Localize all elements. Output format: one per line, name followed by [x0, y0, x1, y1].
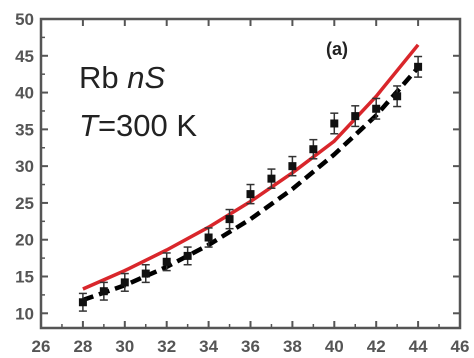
- x-tick-label: 42: [367, 337, 386, 356]
- data-point: [204, 227, 213, 248]
- square-marker: [99, 287, 108, 296]
- square-marker: [372, 104, 381, 113]
- data-point: [78, 292, 87, 312]
- x-tick-label: 44: [409, 337, 428, 356]
- data-point: [246, 183, 255, 205]
- square-marker: [183, 251, 192, 260]
- y-tick-label: 20: [15, 231, 34, 250]
- x-tick-label: 28: [73, 337, 92, 356]
- x-tick-label: 36: [241, 337, 260, 356]
- y-tick-label: 30: [15, 157, 34, 176]
- x-tick-label: 46: [451, 337, 470, 356]
- square-marker: [288, 162, 297, 171]
- data-point: [372, 97, 381, 120]
- tick-marks: [40, 18, 461, 328]
- x-tick-label: 34: [199, 337, 218, 356]
- y-tick-label: 40: [15, 84, 34, 103]
- y-tick-label: 50: [15, 10, 34, 29]
- square-marker: [78, 298, 87, 307]
- square-marker: [141, 269, 150, 278]
- data-point: [141, 263, 150, 284]
- x-tick-label: 32: [157, 337, 176, 356]
- y-tick-label: 45: [15, 47, 34, 66]
- data-point: [414, 55, 423, 78]
- data-point: [288, 155, 297, 177]
- x-tick-label: 38: [283, 337, 302, 356]
- x-tick-labels: 26 28 30 32 34 36 38 40 42 44 46: [32, 337, 470, 356]
- data-point: [351, 105, 360, 128]
- annotation-line2: T=300 K: [79, 108, 197, 143]
- x-tick-label: 40: [325, 337, 344, 356]
- data-point: [330, 112, 339, 135]
- data-point: [267, 168, 276, 189]
- square-marker: [162, 257, 171, 266]
- square-marker: [351, 112, 360, 121]
- square-marker: [225, 215, 234, 224]
- data-point: [225, 208, 234, 230]
- square-marker: [120, 278, 129, 287]
- square-marker: [246, 190, 255, 199]
- x-tick-label: 30: [115, 337, 134, 356]
- square-marker: [330, 119, 339, 128]
- data-point: [162, 252, 171, 272]
- black-dashed-curve: [82, 66, 420, 303]
- square-marker: [414, 62, 423, 71]
- square-marker: [267, 174, 276, 183]
- square-marker: [309, 145, 318, 154]
- data-point: [183, 246, 192, 266]
- y-tick-labels: 10 15 20 25 30 35 40 45 50: [15, 10, 34, 323]
- y-tick-label: 15: [15, 268, 34, 287]
- x-tick-label: 26: [32, 337, 51, 356]
- panel-label: (a): [326, 39, 348, 59]
- y-tick-label: 10: [15, 304, 34, 323]
- data-point: [393, 85, 402, 108]
- data-point: [99, 281, 108, 301]
- y-tick-label: 25: [15, 194, 34, 213]
- data-point: [120, 272, 129, 292]
- square-marker: [393, 92, 402, 101]
- data-markers: [78, 55, 423, 312]
- annotation-line1: Rb nS: [79, 60, 166, 95]
- data-point: [309, 138, 318, 160]
- square-marker: [204, 233, 213, 242]
- y-tick-label: 35: [15, 120, 34, 139]
